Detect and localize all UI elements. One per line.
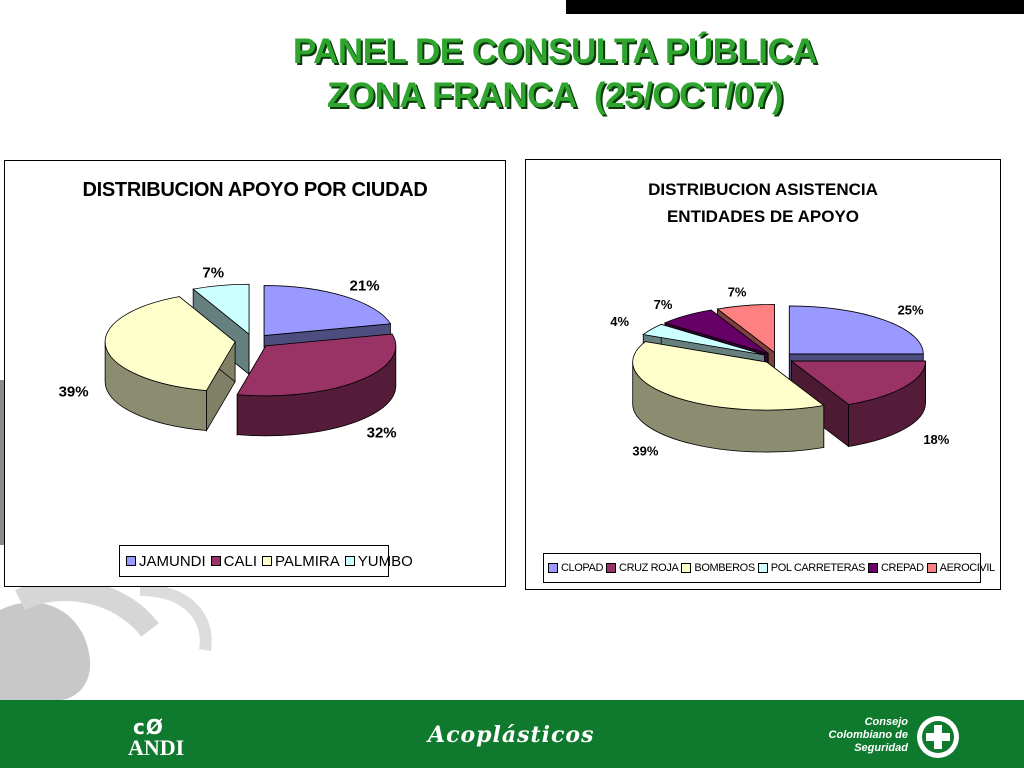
pie-slice-top [663, 309, 769, 354]
data-label: 39% [59, 384, 89, 401]
pie-slice-top [716, 304, 775, 354]
pie-slice-top [790, 360, 926, 405]
ccs-line-2: Colombiano de [828, 729, 908, 741]
legend-label: AEROCIVIL [939, 562, 995, 574]
pie-slice-palmira [104, 295, 236, 433]
pie-slice-top [788, 305, 924, 355]
legend-swatch [548, 563, 558, 573]
chart-legend: CLOPAD CRUZ ROJA BOMBEROS POL CARRETERAS CRE… [543, 553, 995, 583]
legend-label: YUMBO [357, 552, 413, 570]
legend-label: CLOPAD [561, 562, 604, 574]
pie-slice-top [642, 323, 765, 356]
slide-title-line2: ZONA FRANCA (25/OCT/07) [327, 76, 784, 115]
legend-swatch [868, 563, 879, 573]
legend-item: CALI [210, 552, 258, 570]
chart-legend: JAMUNDI CALI PALMIRA YUMBO [119, 545, 413, 577]
chart-title: DISTRIBUCION APOYO POR CIUDAD [82, 179, 428, 201]
legend-swatch [344, 556, 355, 566]
andi-logo-mark: cØ [133, 715, 164, 739]
ccs-logo-text: Consejo Colombiano de Seguridad [800, 716, 908, 755]
legend-label: JAMUNDI [139, 552, 206, 570]
data-label: 32% [367, 425, 397, 442]
legend-item: CLOPAD [548, 562, 603, 574]
chart-title-line2: ENTIDADES DE APOYO [666, 207, 860, 226]
ccs-line-1: Consejo [864, 716, 908, 728]
pie-slice-cruz-roja [790, 360, 926, 448]
data-label: 7% [654, 297, 673, 312]
legend-swatch [210, 556, 221, 566]
pie-slice-bomberos [632, 341, 825, 453]
pie-chart-ciudad: 21% 32% 39% 7% [59, 264, 397, 442]
data-label: 7% [728, 284, 747, 299]
data-label: 39% [632, 443, 658, 458]
legend-item: YUMBO [344, 552, 413, 570]
data-label: 25% [898, 303, 924, 318]
pie-chart-entidades: 25% 18% 39% 4% 7% 7% [610, 284, 949, 458]
data-label: 21% [350, 277, 380, 294]
slide-title-line1: PANEL DE CONSULTA PÚBLICA [292, 32, 818, 71]
legend-swatch [926, 563, 937, 573]
pie-slice-top [632, 341, 825, 411]
pie-slice-top [236, 333, 397, 397]
pie-slice-top [104, 296, 236, 391]
legend-label: CREPAD [881, 562, 924, 574]
top-black-bar [566, 0, 1024, 14]
chart-panel-ciudad: 21% 32% 39% 7% DISTRIBUCION APOYO POR CIUDA… [4, 160, 506, 587]
legend-label: CRUZ ROJA [619, 562, 679, 574]
data-label: 7% [202, 264, 224, 281]
legend-item: CREPAD [868, 562, 924, 574]
pie-slice-cali [236, 333, 397, 437]
legend-swatch [262, 556, 273, 566]
andi-logo: ANDI [128, 735, 185, 760]
data-label: 18% [923, 432, 949, 447]
legend-swatch [126, 556, 136, 566]
legend-label: PALMIRA [275, 552, 340, 570]
ccs-cross-icon [917, 716, 959, 758]
data-label: 4% [610, 314, 629, 329]
pie-slice-top [192, 283, 250, 336]
chart-title-line1: DISTRIBUCION ASISTENCIA [648, 180, 878, 199]
ccs-line-3: Seguridad [854, 742, 908, 754]
legend-item: POL CARRETERAS [757, 562, 866, 574]
legend-label: BOMBEROS [694, 562, 755, 574]
legend-item: CRUZ ROJA [606, 562, 679, 574]
chart-panel-entidades: 25% 18% 39% 4% 7% 7% DISTRIBUCION ASISTENCIA … [525, 159, 1001, 590]
legend-item: AEROCIVIL [926, 562, 995, 574]
legend-item: JAMUNDI [126, 553, 206, 570]
legend-label: CALI [223, 552, 258, 570]
legend-swatch [681, 563, 692, 573]
legend-swatch [757, 563, 768, 573]
pie-slice-top [263, 285, 392, 336]
chart-title: DISTRIBUCION ASISTENCIA ENTIDADES DE APO… [526, 176, 1000, 230]
footer-bar [0, 700, 1024, 768]
legend-swatch [606, 563, 617, 573]
legend-item: PALMIRA [262, 553, 340, 570]
legend-label: POL CARRETERAS [770, 562, 866, 574]
acoplasticos-logo: Acoplásticos [428, 722, 595, 748]
legend-item: BOMBEROS [681, 562, 755, 574]
slide-title: PANEL DE CONSULTA PÚBLICA ZONA FRANCA (2… [0, 30, 1024, 118]
